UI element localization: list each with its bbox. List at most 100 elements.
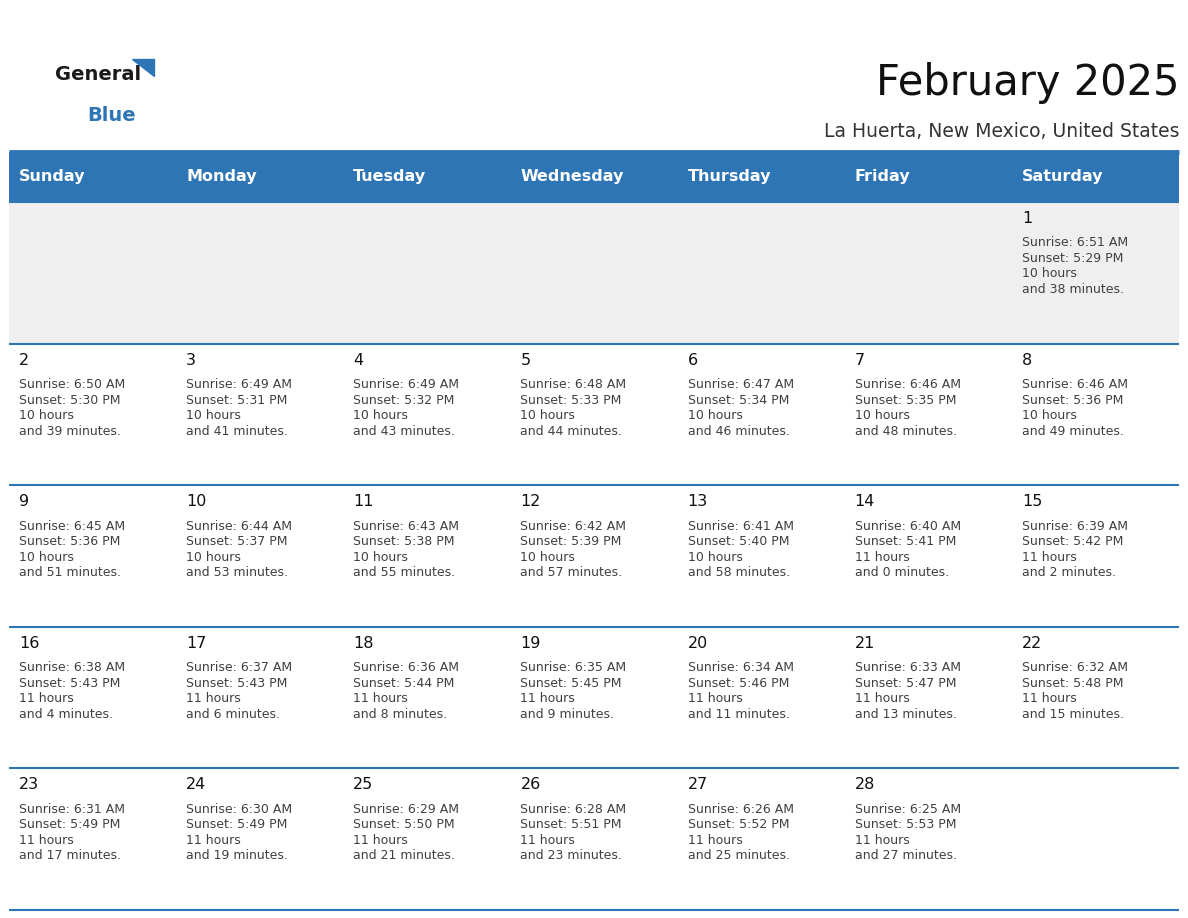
Bar	[677, 343, 845, 486]
Bar	[10, 768, 176, 910]
Bar	[10, 152, 176, 202]
Text: 17: 17	[187, 636, 207, 651]
Text: 13: 13	[688, 494, 708, 509]
Bar	[1012, 768, 1178, 910]
Bar	[343, 486, 511, 627]
Text: Sunset: 5:42 PM: Sunset: 5:42 PM	[1022, 535, 1123, 548]
Bar	[845, 152, 1012, 202]
Polygon shape	[132, 59, 154, 75]
Text: Sunrise: 6:38 AM: Sunrise: 6:38 AM	[19, 661, 125, 675]
Bar	[511, 486, 677, 627]
Bar	[343, 343, 511, 486]
Text: Monday: Monday	[187, 170, 257, 185]
Bar	[176, 486, 343, 627]
Text: Sunrise: 6:48 AM: Sunrise: 6:48 AM	[520, 378, 626, 391]
Text: Sunrise: 6:25 AM: Sunrise: 6:25 AM	[854, 803, 961, 816]
Text: 14: 14	[854, 494, 876, 509]
Bar	[1012, 486, 1178, 627]
Text: Sunrise: 6:34 AM: Sunrise: 6:34 AM	[688, 661, 794, 675]
Text: and 27 minutes.: and 27 minutes.	[854, 849, 956, 862]
Text: Sunrise: 6:32 AM: Sunrise: 6:32 AM	[1022, 661, 1127, 675]
Text: 4: 4	[353, 353, 364, 367]
Text: and 44 minutes.: and 44 minutes.	[520, 425, 623, 438]
Text: 11 hours: 11 hours	[187, 692, 241, 705]
Text: Sunrise: 6:33 AM: Sunrise: 6:33 AM	[854, 661, 961, 675]
Text: Sunset: 5:38 PM: Sunset: 5:38 PM	[353, 535, 455, 548]
Text: 2: 2	[19, 353, 30, 367]
Text: Sunrise: 6:46 AM: Sunrise: 6:46 AM	[854, 378, 961, 391]
Text: 11 hours: 11 hours	[353, 834, 407, 847]
Text: and 51 minutes.: and 51 minutes.	[19, 566, 121, 579]
Bar	[1012, 627, 1178, 768]
Text: Sunrise: 6:41 AM: Sunrise: 6:41 AM	[688, 520, 794, 532]
Text: February 2025: February 2025	[876, 62, 1178, 104]
Text: Sunset: 5:41 PM: Sunset: 5:41 PM	[854, 535, 956, 548]
Text: and 8 minutes.: and 8 minutes.	[353, 708, 448, 721]
Text: 11: 11	[353, 494, 374, 509]
Text: Sunrise: 6:50 AM: Sunrise: 6:50 AM	[19, 378, 125, 391]
Bar	[677, 768, 845, 910]
Text: Sunset: 5:40 PM: Sunset: 5:40 PM	[688, 535, 789, 548]
Text: Sunrise: 6:39 AM: Sunrise: 6:39 AM	[1022, 520, 1127, 532]
Text: and 41 minutes.: and 41 minutes.	[187, 425, 287, 438]
Text: Sunset: 5:30 PM: Sunset: 5:30 PM	[19, 394, 120, 407]
Text: Sunset: 5:32 PM: Sunset: 5:32 PM	[353, 394, 455, 407]
Bar	[845, 768, 1012, 910]
Text: 19: 19	[520, 636, 541, 651]
Text: Sunset: 5:37 PM: Sunset: 5:37 PM	[187, 535, 287, 548]
Text: 1: 1	[1022, 211, 1032, 226]
Text: 22: 22	[1022, 636, 1042, 651]
Text: 25: 25	[353, 778, 373, 792]
Text: 11 hours: 11 hours	[854, 834, 910, 847]
Text: and 48 minutes.: and 48 minutes.	[854, 425, 956, 438]
Text: and 15 minutes.: and 15 minutes.	[1022, 708, 1124, 721]
Text: 18: 18	[353, 636, 374, 651]
Text: 20: 20	[688, 636, 708, 651]
Text: Sunset: 5:35 PM: Sunset: 5:35 PM	[854, 394, 956, 407]
Text: 11 hours: 11 hours	[19, 692, 74, 705]
Text: and 4 minutes.: and 4 minutes.	[19, 708, 113, 721]
Text: 11 hours: 11 hours	[187, 834, 241, 847]
Text: and 53 minutes.: and 53 minutes.	[187, 566, 289, 579]
Bar	[343, 152, 511, 202]
Text: 10 hours: 10 hours	[520, 409, 575, 422]
Text: 11 hours: 11 hours	[1022, 692, 1076, 705]
Bar	[677, 152, 845, 202]
Bar	[176, 627, 343, 768]
Text: Sunrise: 6:49 AM: Sunrise: 6:49 AM	[187, 378, 292, 391]
Bar	[511, 343, 677, 486]
Text: and 55 minutes.: and 55 minutes.	[353, 566, 455, 579]
Text: Sunset: 5:31 PM: Sunset: 5:31 PM	[187, 394, 287, 407]
Text: 15: 15	[1022, 494, 1042, 509]
Bar	[511, 768, 677, 910]
Text: 10 hours: 10 hours	[688, 551, 742, 564]
Text: 24: 24	[187, 778, 207, 792]
Text: 6: 6	[688, 353, 697, 367]
Bar	[677, 202, 845, 343]
Text: 10 hours: 10 hours	[1022, 409, 1076, 422]
Text: 3: 3	[187, 353, 196, 367]
Bar	[511, 152, 677, 202]
Bar	[511, 627, 677, 768]
Text: 11 hours: 11 hours	[854, 551, 910, 564]
Text: 26: 26	[520, 778, 541, 792]
Text: Sunrise: 6:36 AM: Sunrise: 6:36 AM	[353, 661, 460, 675]
Bar	[343, 627, 511, 768]
Text: 11 hours: 11 hours	[19, 834, 74, 847]
Text: Sunrise: 6:43 AM: Sunrise: 6:43 AM	[353, 520, 460, 532]
Text: and 21 minutes.: and 21 minutes.	[353, 849, 455, 862]
Text: and 57 minutes.: and 57 minutes.	[520, 566, 623, 579]
Text: 11 hours: 11 hours	[854, 692, 910, 705]
Bar	[845, 486, 1012, 627]
Text: and 46 minutes.: and 46 minutes.	[688, 425, 790, 438]
Text: 10 hours: 10 hours	[688, 409, 742, 422]
Text: and 39 minutes.: and 39 minutes.	[19, 425, 121, 438]
Text: Sunrise: 6:46 AM: Sunrise: 6:46 AM	[1022, 378, 1127, 391]
Bar	[1012, 152, 1178, 202]
Text: 7: 7	[854, 353, 865, 367]
Text: Sunset: 5:34 PM: Sunset: 5:34 PM	[688, 394, 789, 407]
Text: and 49 minutes.: and 49 minutes.	[1022, 425, 1124, 438]
Bar	[677, 627, 845, 768]
Text: Sunrise: 6:40 AM: Sunrise: 6:40 AM	[854, 520, 961, 532]
Text: and 2 minutes.: and 2 minutes.	[1022, 566, 1116, 579]
